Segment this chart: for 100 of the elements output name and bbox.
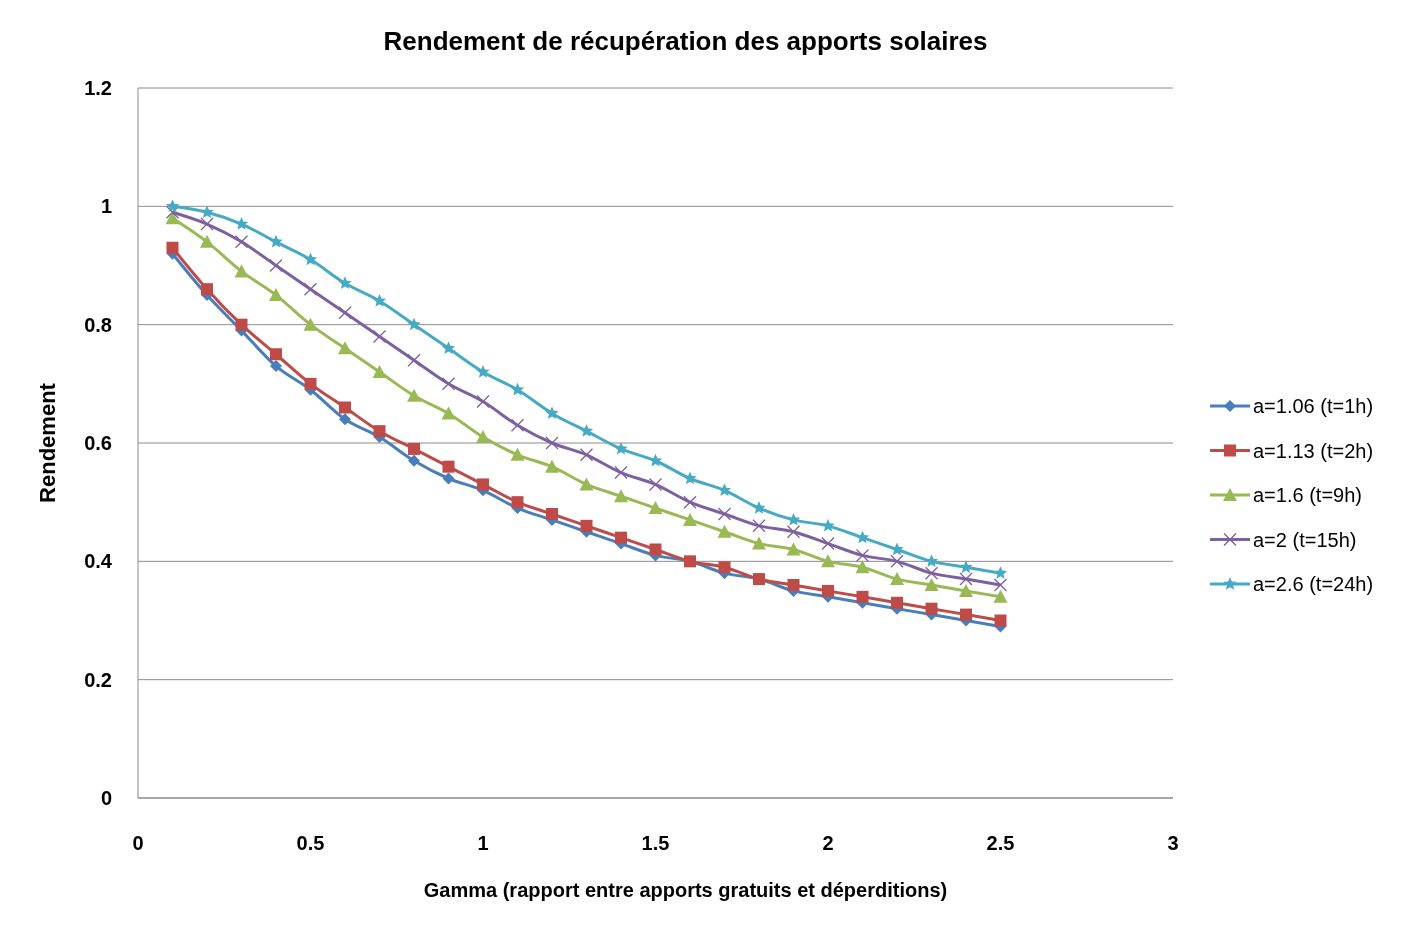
y-tick-label: 0.4 [84, 550, 113, 573]
point [441, 341, 456, 354]
point [822, 584, 834, 597]
point [270, 348, 282, 361]
point [338, 341, 352, 355]
point [476, 365, 490, 378]
point [269, 234, 283, 248]
point [339, 401, 351, 414]
point [925, 602, 938, 615]
point [717, 483, 732, 496]
point [890, 554, 904, 568]
point [786, 525, 801, 539]
chart-title: Rendement de récupération des apports solaires [383, 26, 988, 56]
y-tick-label: 0.6 [84, 432, 112, 454]
point [546, 508, 558, 520]
y-tick-label: 1.2 [84, 77, 112, 99]
point [717, 524, 732, 538]
y-tick-label: 0.2 [84, 668, 112, 691]
point [855, 560, 870, 574]
point [683, 495, 697, 509]
point [200, 217, 214, 231]
point [303, 252, 318, 266]
point [579, 424, 594, 437]
point [477, 478, 489, 491]
point [993, 589, 1008, 603]
point [579, 448, 594, 462]
point [786, 542, 801, 556]
point [855, 530, 870, 544]
point [890, 572, 904, 586]
point [821, 554, 835, 568]
point [165, 211, 180, 225]
legend-label: a=1.06 (t=1h) [1253, 395, 1374, 417]
point [407, 388, 421, 402]
point [683, 471, 697, 485]
point [407, 317, 421, 331]
point [752, 501, 766, 514]
point [234, 217, 249, 230]
y-tick-label: 0.8 [84, 313, 112, 336]
point [649, 543, 662, 556]
point [752, 536, 766, 550]
legend-label: a=2.6 (t=24h) [1253, 573, 1374, 595]
x-tick-label: 2 [822, 832, 834, 854]
point [545, 436, 559, 450]
point [580, 519, 593, 532]
point [476, 394, 490, 409]
point [303, 317, 318, 331]
point [373, 425, 386, 438]
point [165, 205, 180, 219]
y-tick-label: 1 [100, 195, 112, 218]
point [959, 572, 973, 586]
y-tick-label: 0 [100, 787, 112, 809]
point [614, 489, 628, 503]
point [372, 294, 387, 307]
point [960, 608, 972, 621]
point [924, 578, 939, 591]
point [270, 360, 282, 373]
point [165, 199, 180, 212]
point [787, 579, 800, 591]
point [269, 258, 283, 273]
y-axis-title: Rendement [35, 382, 60, 503]
point [408, 454, 420, 467]
point [752, 519, 766, 533]
legend-label: a=1.6 (t=9h) [1253, 484, 1362, 506]
point [234, 235, 249, 249]
legend-label: a=1.13 (t=2h) [1253, 439, 1374, 462]
point [235, 318, 248, 331]
point [648, 477, 663, 492]
point [545, 459, 559, 473]
point [718, 561, 731, 574]
point [200, 234, 214, 248]
point [545, 406, 559, 420]
point [201, 283, 213, 296]
point [510, 447, 525, 461]
point [614, 465, 628, 480]
point [856, 590, 869, 603]
point [890, 542, 904, 556]
point [648, 501, 663, 515]
point [269, 288, 283, 302]
point [303, 282, 318, 296]
point [993, 578, 1008, 592]
point [959, 560, 973, 573]
legend-label: a=2 (t=15h) [1253, 528, 1357, 551]
point [994, 614, 1007, 627]
point [579, 477, 594, 491]
point [441, 377, 456, 391]
x-axis-title: Gamma (rapport entre apports gratuits et déperditions) [423, 879, 948, 901]
point [338, 276, 352, 289]
point [339, 413, 351, 426]
point [442, 460, 455, 473]
x-tick-label: 0.5 [296, 832, 325, 854]
point [441, 406, 456, 420]
point [615, 531, 627, 544]
point [855, 548, 870, 563]
point [510, 382, 525, 396]
x-tick-label: 1.5 [641, 832, 670, 854]
point [891, 596, 903, 609]
point [511, 496, 524, 509]
point [510, 418, 525, 432]
point [683, 512, 697, 526]
point [821, 518, 835, 532]
